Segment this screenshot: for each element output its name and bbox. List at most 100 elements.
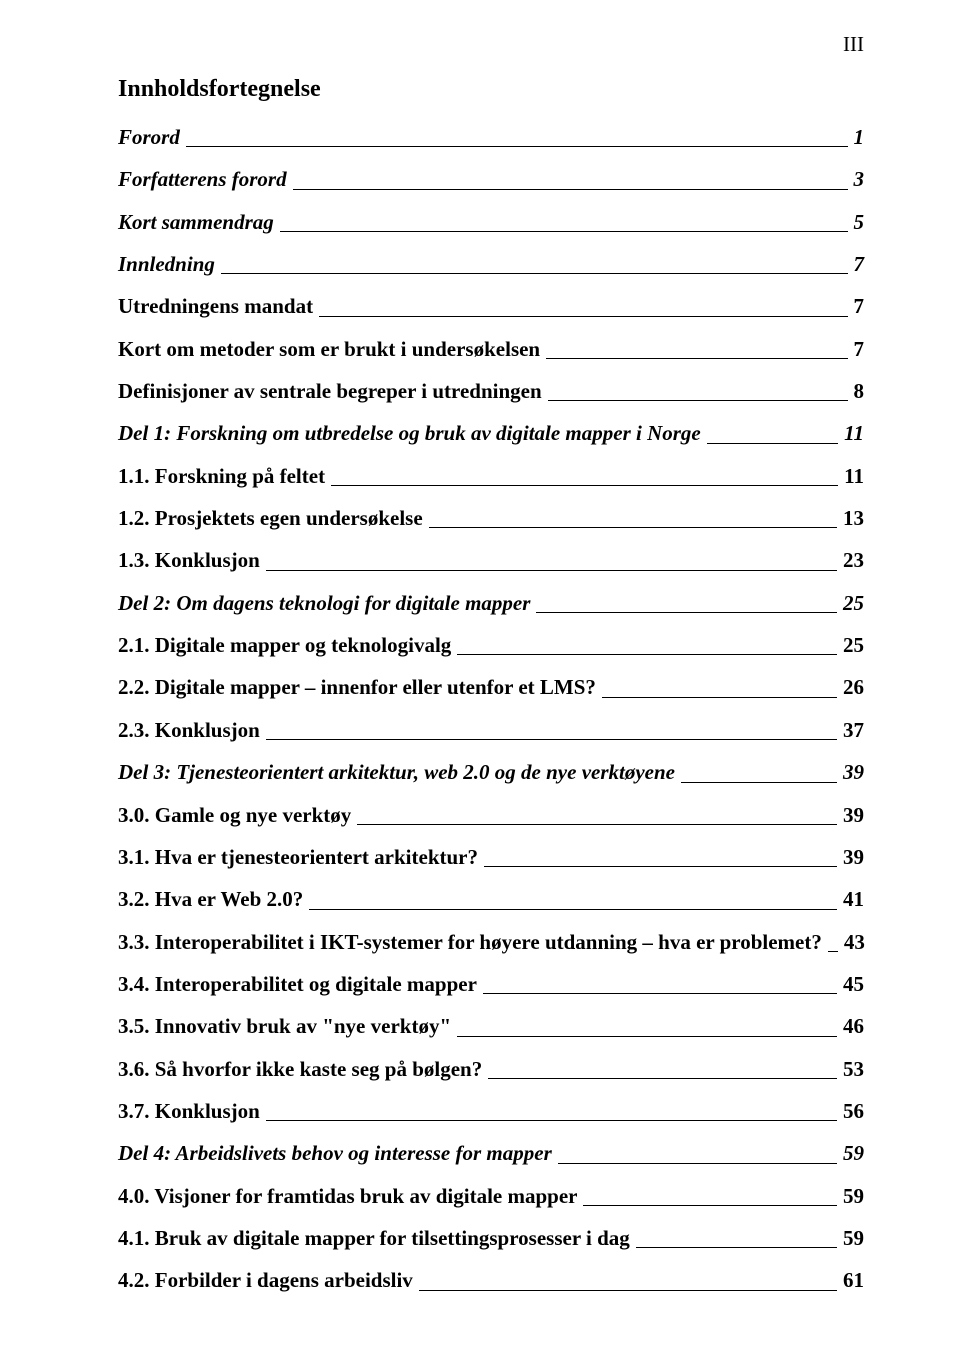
toc-row: 4.0. Visjoner for framtidas bruk av digi… (118, 1182, 864, 1210)
page-number: III (843, 32, 864, 57)
toc-leader-line (707, 443, 838, 444)
toc-leader-line (583, 1205, 837, 1206)
toc-label: Del 3: Tjenesteorientert arkitektur, web… (118, 758, 675, 786)
toc-page-number: 7 (854, 250, 865, 278)
toc-leader-line (221, 273, 848, 274)
toc-leader-line (546, 358, 847, 359)
toc-row: 1.3. Konklusjon 23 (118, 546, 864, 574)
toc-leader-line (457, 1036, 837, 1037)
toc-row: 1.2. Prosjektets egen undersøkelse 13 (118, 504, 864, 532)
toc-row: Utredningens mandat 7 (118, 292, 864, 320)
toc-page-number: 13 (843, 504, 864, 532)
toc-row: 3.2. Hva er Web 2.0?41 (118, 885, 864, 913)
toc-page-number: 39 (843, 843, 864, 871)
toc-label: 4.0. Visjoner for framtidas bruk av digi… (118, 1182, 577, 1210)
toc-leader-line (319, 316, 847, 317)
toc-leader-line (266, 739, 837, 740)
toc-leader-line (536, 612, 837, 613)
toc-row: 2.1. Digitale mapper og teknologivalg 25 (118, 631, 864, 659)
toc-label: Innledning (118, 250, 215, 278)
toc-leader-line (483, 993, 837, 994)
toc-label: 2.1. Digitale mapper og teknologivalg (118, 631, 451, 659)
toc-leader-line (429, 527, 837, 528)
toc-leader-line (419, 1290, 837, 1291)
toc-page-number: 3 (854, 165, 865, 193)
toc-row: 3.5. Innovativ bruk av "nye verktøy"46 (118, 1012, 864, 1040)
toc-page-number: 7 (854, 335, 865, 363)
toc-row: 1.1. Forskning på feltet 11 (118, 462, 864, 490)
toc-leader-line (681, 782, 837, 783)
toc-label: 4.2. Forbilder i dagens arbeidsliv (118, 1266, 413, 1294)
toc-page-number: 11 (844, 419, 864, 447)
toc-page-number: 23 (843, 546, 864, 574)
toc-label: Kort sammendrag (118, 208, 274, 236)
toc-leader-line (484, 866, 837, 867)
toc-label: Del 4: Arbeidslivets behov og interesse … (118, 1139, 552, 1167)
toc-leader-line (602, 697, 837, 698)
toc-leader-line (357, 824, 837, 825)
toc-row: Del 4: Arbeidslivets behov og interesse … (118, 1139, 864, 1167)
toc-label: 4.1. Bruk av digitale mapper for tilsett… (118, 1224, 630, 1252)
toc-page-number: 7 (854, 292, 865, 320)
toc-label: 1.3. Konklusjon (118, 546, 260, 574)
toc-label: 2.2. Digitale mapper – innenfor eller ut… (118, 673, 596, 701)
toc-leader-line (280, 231, 848, 232)
toc-row: 3.0. Gamle og nye verktøy 39 (118, 801, 864, 829)
toc-page-number: 53 (843, 1055, 864, 1083)
toc-row: 4.2. Forbilder i dagens arbeidsliv 61 (118, 1266, 864, 1294)
toc-row: 3.7. Konklusjon56 (118, 1097, 864, 1125)
toc-page-number: 39 (843, 758, 864, 786)
toc-leader-line (828, 951, 838, 952)
toc-label: Del 1: Forskning om utbredelse og bruk a… (118, 419, 701, 447)
toc-page-number: 61 (843, 1266, 864, 1294)
toc-page-number: 25 (843, 589, 864, 617)
toc-page-number: 59 (843, 1182, 864, 1210)
toc-label: 3.1. Hva er tjenesteorientert arkitektur… (118, 843, 478, 871)
toc-page-number: 11 (844, 462, 864, 490)
toc-label: Utredningens mandat (118, 292, 313, 320)
toc-leader-line (558, 1163, 837, 1164)
toc-label: 1.1. Forskning på feltet (118, 462, 325, 490)
toc-row: 3.4. Interoperabilitet og digitale mappe… (118, 970, 864, 998)
toc-page-number: 43 (844, 928, 865, 956)
toc-label: Kort om metoder som er brukt i undersøke… (118, 335, 540, 363)
toc-row: Forfatterens forord 3 (118, 165, 864, 193)
toc-page-number: 26 (843, 673, 864, 701)
toc-row: 3.3. Interoperabilitet i IKT-systemer fo… (118, 928, 864, 956)
toc-label: 3.4. Interoperabilitet og digitale mappe… (118, 970, 477, 998)
toc-label: 2.3. Konklusjon (118, 716, 260, 744)
toc-row: 3.6. Så hvorfor ikke kaste seg på bølgen… (118, 1055, 864, 1083)
toc-list: Forord 1 Forfatterens forord 3 Kort sammendr… (118, 123, 864, 1295)
toc-label: Forfatterens forord (118, 165, 287, 193)
toc-row: Definisjoner av sentrale begreper i utre… (118, 377, 864, 405)
toc-page-number: 59 (843, 1224, 864, 1252)
toc-row: Innledning 7 (118, 250, 864, 278)
toc-leader-line (266, 570, 837, 571)
toc-page-number: 56 (843, 1097, 864, 1125)
toc-page-number: 1 (854, 123, 865, 151)
toc-page-number: 25 (843, 631, 864, 659)
toc-row: 2.3. Konklusjon 37 (118, 716, 864, 744)
toc-page-number: 8 (854, 377, 865, 405)
toc-label: Forord (118, 123, 180, 151)
toc-label: Del 2: Om dagens teknologi for digitale … (118, 589, 530, 617)
toc-row: Del 3: Tjenesteorientert arkitektur, web… (118, 758, 864, 786)
toc-row: Del 2: Om dagens teknologi for digitale … (118, 589, 864, 617)
toc-label: 1.2. Prosjektets egen undersøkelse (118, 504, 423, 532)
document-page: III Innholdsfortegnelse Forord 1 Forfatter… (0, 0, 960, 1357)
toc-leader-line (548, 400, 848, 401)
toc-page-number: 37 (843, 716, 864, 744)
toc-label: 3.3. Interoperabilitet i IKT-systemer fo… (118, 928, 822, 956)
toc-leader-line (309, 909, 837, 910)
toc-row: Kort sammendrag5 (118, 208, 864, 236)
toc-label: 3.6. Så hvorfor ikke kaste seg på bølgen… (118, 1055, 482, 1083)
toc-leader-line (488, 1078, 837, 1079)
toc-row: Kort om metoder som er brukt i undersøke… (118, 335, 864, 363)
toc-label: Definisjoner av sentrale begreper i utre… (118, 377, 542, 405)
toc-page-number: 39 (843, 801, 864, 829)
toc-row: Forord 1 (118, 123, 864, 151)
toc-title: Innholdsfortegnelse (118, 76, 864, 103)
toc-label: 3.0. Gamle og nye verktøy (118, 801, 351, 829)
toc-leader-line (266, 1120, 837, 1121)
toc-leader-line (186, 146, 848, 147)
